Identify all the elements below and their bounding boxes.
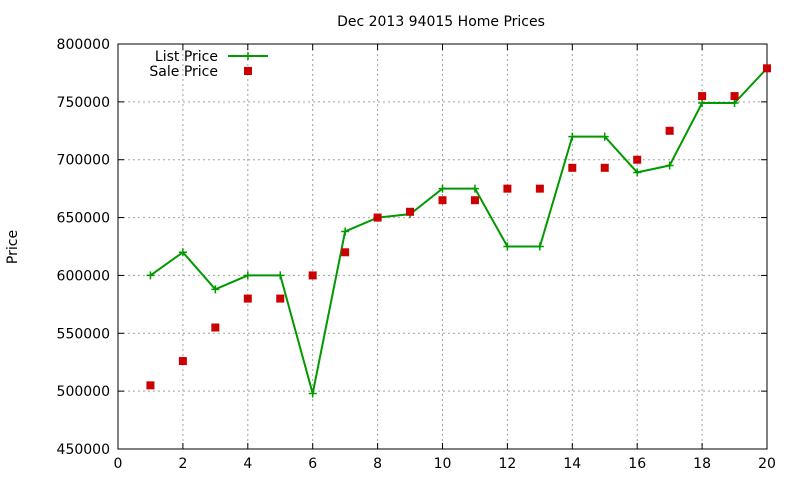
sale-price-point — [470, 196, 479, 205]
sale-price-point — [308, 271, 317, 280]
x-tick-label: 18 — [693, 456, 711, 472]
legend-label-sale-price: Sale Price — [149, 64, 218, 80]
sale-price-point — [373, 213, 382, 222]
list-price-point — [633, 168, 642, 177]
sale-price-point — [438, 196, 447, 205]
sale-price-point — [243, 294, 252, 303]
legend-square-marker — [244, 67, 252, 75]
list-price-point — [503, 242, 512, 251]
x-tick-label: 20 — [758, 456, 776, 472]
x-tick-label: 14 — [563, 456, 581, 472]
sale-price-point — [503, 184, 512, 193]
list-price-point — [243, 271, 252, 280]
grid-lines — [118, 44, 767, 449]
x-tick-label: 4 — [243, 456, 252, 472]
legend-label-list-price: List Price — [155, 49, 218, 65]
series-layer — [146, 64, 771, 398]
list-price-point — [308, 389, 317, 398]
x-tick-label: 2 — [178, 456, 187, 472]
y-axis-label: Price — [5, 230, 21, 264]
sale-price-point — [341, 248, 350, 257]
sale-price-point — [276, 294, 285, 303]
sale-price-point — [763, 64, 771, 73]
list-price-point — [600, 132, 609, 141]
list-price-point — [178, 248, 187, 257]
y-tick-label: 650000 — [57, 211, 110, 227]
sale-price-point — [698, 92, 707, 101]
x-tick-label: 8 — [373, 456, 382, 472]
y-axis: 450000 500000 550000 600000 650000 700000 7500… — [57, 37, 767, 458]
list-price-point — [568, 132, 577, 141]
legend-plus-marker — [244, 52, 252, 60]
sale-price-point — [600, 163, 609, 172]
list-price-point — [698, 99, 707, 108]
legend: List Price Sale Price — [149, 49, 268, 80]
sale-price-point — [406, 207, 415, 216]
y-tick-label: 450000 — [57, 442, 110, 458]
x-tick-label: 6 — [308, 456, 317, 472]
y-tick-label: 550000 — [57, 326, 110, 342]
list-price-point — [438, 184, 447, 193]
list-price-point — [470, 184, 479, 193]
sale-price-point — [730, 92, 739, 101]
sale-price-point — [178, 357, 187, 366]
sale-price-point — [633, 155, 642, 164]
list-price-point — [276, 271, 285, 280]
y-tick-label: 700000 — [57, 153, 110, 169]
x-axis: 0 2 4 6 8 10 12 14 16 18 20 — [114, 44, 776, 472]
list-price-point — [665, 161, 674, 170]
sale-price-point — [568, 163, 577, 172]
list-price-point — [146, 271, 155, 280]
y-tick-label: 800000 — [57, 37, 110, 53]
x-tick-label: 12 — [498, 456, 516, 472]
list-price-point — [535, 242, 544, 251]
list-price-point — [730, 99, 739, 108]
list-price-point — [211, 285, 220, 294]
sale-price-point — [211, 323, 220, 332]
x-tick-label: 0 — [114, 456, 123, 472]
sale-price-point — [146, 381, 155, 390]
y-tick-label: 750000 — [57, 95, 110, 111]
list-price-point — [341, 227, 350, 236]
x-tick-label: 10 — [434, 456, 452, 472]
y-tick-label: 500000 — [57, 384, 110, 400]
sale-price-point — [535, 184, 544, 193]
sale-price-point — [665, 126, 674, 135]
list-price-line — [149, 67, 768, 394]
x-tick-label: 16 — [628, 456, 646, 472]
y-tick-label: 600000 — [57, 268, 110, 284]
chart-title: Dec 2013 94015 Home Prices — [337, 14, 545, 30]
